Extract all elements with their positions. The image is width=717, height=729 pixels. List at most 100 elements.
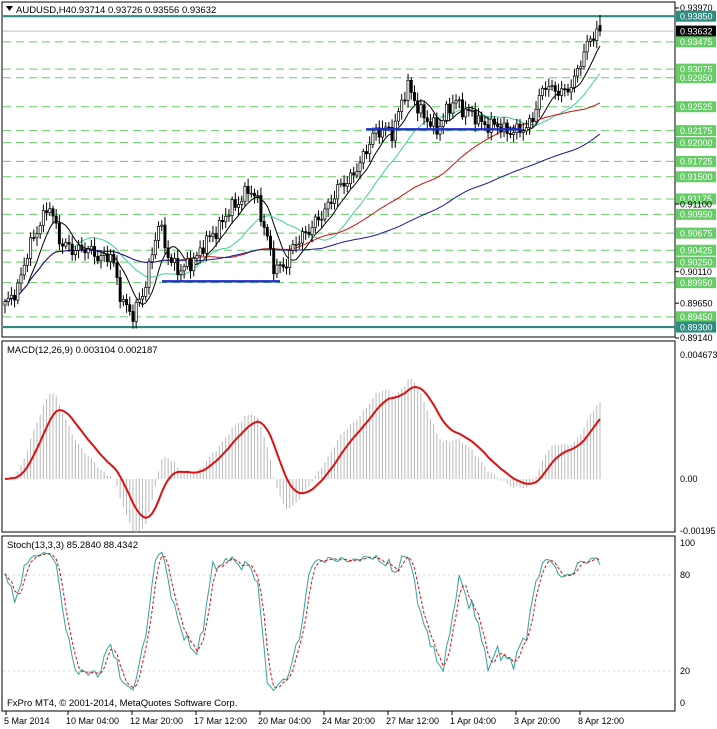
price-label-box xyxy=(676,311,716,323)
candle-body xyxy=(531,117,535,122)
price-label: 0.92000 xyxy=(680,138,713,148)
candle-body xyxy=(3,301,7,306)
candle-body xyxy=(67,242,71,245)
candle-body xyxy=(281,264,285,268)
candle-body xyxy=(99,255,103,262)
macd-title: MACD(12,26,9) 0.003104 0.002187 xyxy=(7,345,158,356)
candle-body xyxy=(13,294,17,301)
candle-body xyxy=(121,299,125,302)
candle-body xyxy=(432,117,436,127)
time-label: 12 Mar 20:00 xyxy=(130,716,183,726)
candle-body xyxy=(262,221,266,228)
price-label-box xyxy=(676,227,716,239)
candle-body xyxy=(57,222,61,245)
candle-body xyxy=(144,287,148,297)
price-label-box xyxy=(676,72,716,84)
candle-body xyxy=(134,301,138,322)
macd-signal-line xyxy=(4,385,601,519)
candle-body xyxy=(579,66,583,69)
candle-body xyxy=(22,264,26,276)
candle-body xyxy=(278,264,282,267)
candle-body xyxy=(102,253,106,256)
candle-body xyxy=(109,254,113,262)
candle-body xyxy=(38,225,42,235)
price-label: 0.90950 xyxy=(680,210,713,220)
candle-body xyxy=(93,245,97,257)
candle-body xyxy=(256,195,260,197)
ohlc-label: 0.93714 0.93726 0.93556 0.93632 xyxy=(71,5,216,16)
candle-body xyxy=(489,118,493,133)
time-label: 5 Mar 2014 xyxy=(4,716,50,726)
macd-panel[interactable] xyxy=(1,340,676,533)
candle-body xyxy=(205,235,209,254)
price-label: 0.91175 xyxy=(680,194,712,204)
candle-body xyxy=(572,75,576,88)
candle-body xyxy=(396,111,400,122)
price-label: 0.90110 xyxy=(680,267,712,277)
time-label: 10 Mar 04:00 xyxy=(66,716,119,726)
candle-body xyxy=(576,68,580,77)
stoch-scale-label: 0 xyxy=(680,698,685,708)
candle-body xyxy=(265,227,269,237)
price-label-box xyxy=(676,155,716,167)
candle-body xyxy=(182,266,186,272)
price-label-box xyxy=(676,256,716,268)
candle-body xyxy=(435,117,439,135)
candle-body xyxy=(189,258,193,272)
price-panel-header: AUDUSD,H4 0.93714 0.93726 0.93556 0.9363… xyxy=(6,5,216,16)
price-label: 0.93475 xyxy=(680,37,713,47)
macd-scale-label: -0.00195 xyxy=(680,526,716,536)
candle-body xyxy=(537,95,541,110)
candle-body xyxy=(317,216,320,221)
candle-body xyxy=(349,172,352,184)
price-label: 0.91500 xyxy=(680,172,713,182)
price-label-box xyxy=(676,36,716,48)
candle-body xyxy=(528,117,532,128)
candle-body xyxy=(115,262,119,278)
candle-body xyxy=(237,204,240,208)
candle-body xyxy=(428,121,432,127)
candle-body xyxy=(147,261,151,288)
candle-body xyxy=(285,266,288,269)
stoch-scale-label: 20 xyxy=(680,666,690,676)
candle-body xyxy=(214,233,218,240)
price-label: 0.89450 xyxy=(680,312,713,322)
candle-body xyxy=(492,118,496,125)
stoch-panel[interactable] xyxy=(1,535,676,712)
candle-body xyxy=(476,115,480,125)
candle-body xyxy=(54,215,58,224)
time-label: 27 Mar 12:00 xyxy=(386,716,439,726)
candle-body xyxy=(35,233,39,239)
candle-body xyxy=(473,110,477,125)
candle-body xyxy=(365,151,368,155)
candle-body xyxy=(217,219,221,240)
price-label: 0.91100 xyxy=(680,199,712,209)
stoch-scale-label: 100 xyxy=(680,538,695,548)
candle-body xyxy=(595,28,599,41)
candle-body xyxy=(269,235,272,249)
price-panel[interactable] xyxy=(1,1,676,338)
candle-body xyxy=(307,231,311,235)
candle-body xyxy=(320,218,324,221)
time-label: 1 Apr 04:00 xyxy=(450,716,496,726)
candle-body xyxy=(240,200,244,205)
candle-body xyxy=(48,208,52,214)
price-label-box xyxy=(676,193,716,205)
candle-body xyxy=(221,219,224,223)
candle-body xyxy=(416,100,420,114)
candle-body xyxy=(592,38,596,41)
candle-body xyxy=(51,208,55,217)
stoch-signal-line xyxy=(4,553,601,689)
candle-body xyxy=(179,270,183,275)
candle-body xyxy=(6,297,10,302)
time-label: 24 Mar 20:00 xyxy=(322,716,375,726)
price-label: 0.93632 xyxy=(680,26,713,36)
candle-body xyxy=(457,99,461,102)
candle-body xyxy=(502,122,506,133)
candle-body xyxy=(153,240,157,256)
copyright-text: FxPro MT4, © 2001-2014, MetaQuotes Softw… xyxy=(7,698,237,709)
candle-body xyxy=(336,184,340,200)
candle-body xyxy=(185,258,189,267)
time-label: 3 Apr 20:00 xyxy=(514,716,560,726)
